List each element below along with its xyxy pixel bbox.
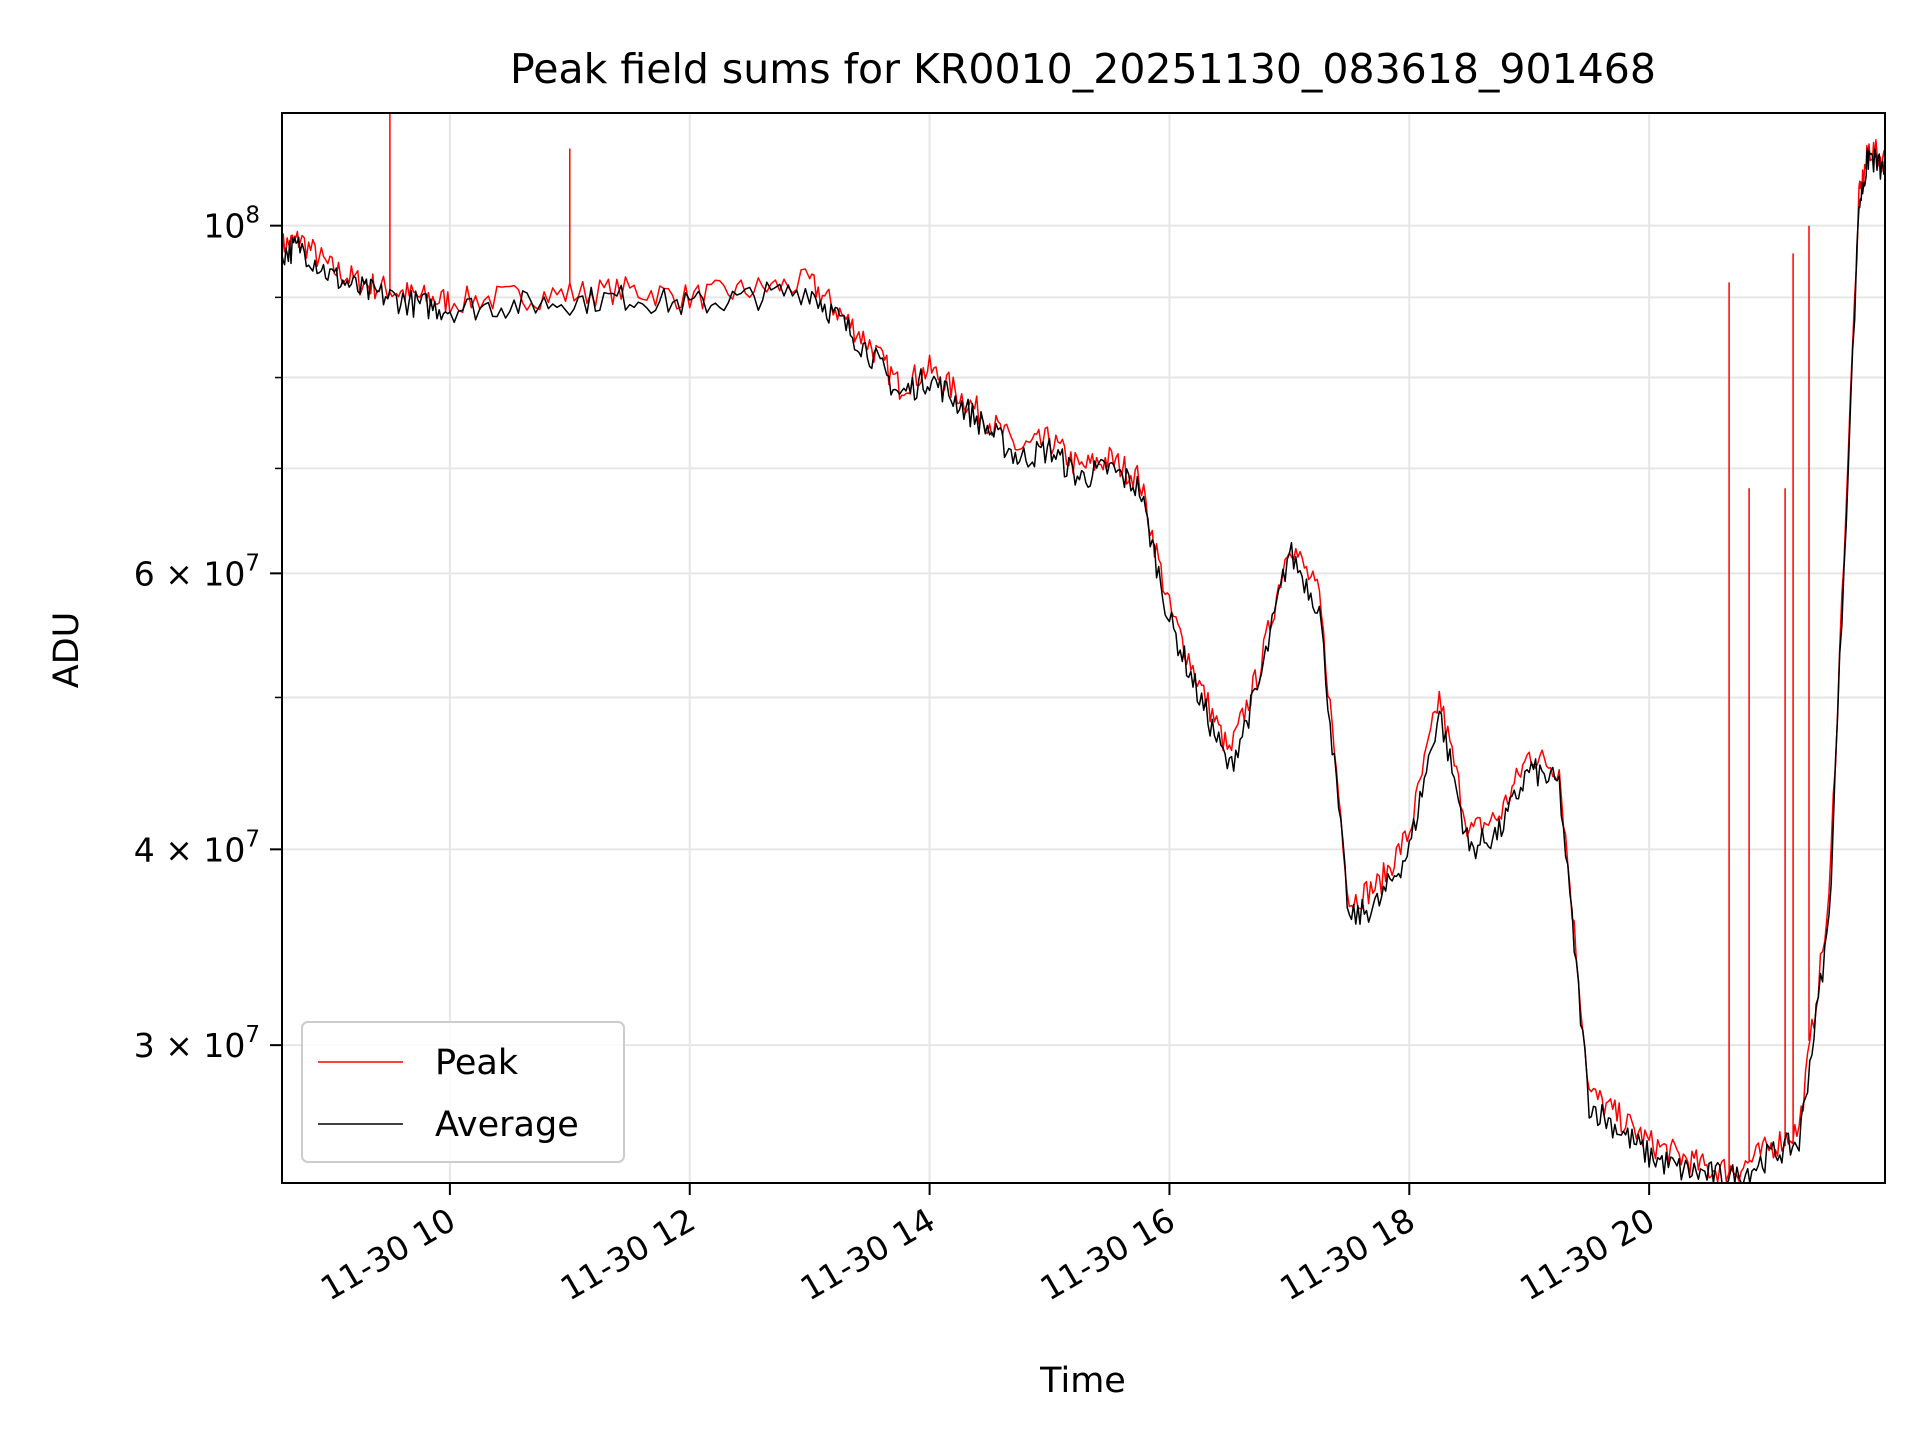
x-tick-label: 11-30 12 <box>554 1200 702 1308</box>
legend-average-label: Average <box>435 1105 579 1145</box>
y-axis-label: ADU <box>47 612 87 689</box>
chart-title: Peak field sums for KR0010_20251130_0836… <box>510 45 1656 93</box>
grid-lines <box>282 113 1885 1183</box>
x-axis-ticks: 11-30 10 11-30 12 11-30 14 11-30 16 11-30 18… <box>314 1183 1661 1308</box>
y-tick-label: 108 <box>203 203 260 246</box>
legend: Peak Average <box>301 1021 625 1163</box>
y-tick-label: 6 × 107 <box>134 550 260 593</box>
legend-box <box>301 1021 625 1163</box>
series-line-peak <box>281 113 1886 1183</box>
x-tick-label: 11-30 10 <box>314 1200 462 1308</box>
y-axis-ticks: 108 6 × 107 4 × 107 3 × 107 <box>134 203 282 1065</box>
plot-lines <box>281 113 1886 1184</box>
x-tick-label: 11-30 14 <box>794 1200 942 1308</box>
legend-peak-label: Peak <box>435 1043 519 1083</box>
x-axis-label: Time <box>1039 1361 1126 1401</box>
x-tick-label: 11-30 20 <box>1513 1200 1661 1308</box>
y-tick-label: 4 × 107 <box>134 826 260 869</box>
x-tick-label: 11-30 16 <box>1033 1200 1181 1308</box>
x-tick-label: 11-30 18 <box>1273 1200 1421 1308</box>
series-line-average <box>281 147 1886 1184</box>
plot-frame <box>281 112 1886 1184</box>
y-tick-label: 3 × 107 <box>134 1022 260 1065</box>
